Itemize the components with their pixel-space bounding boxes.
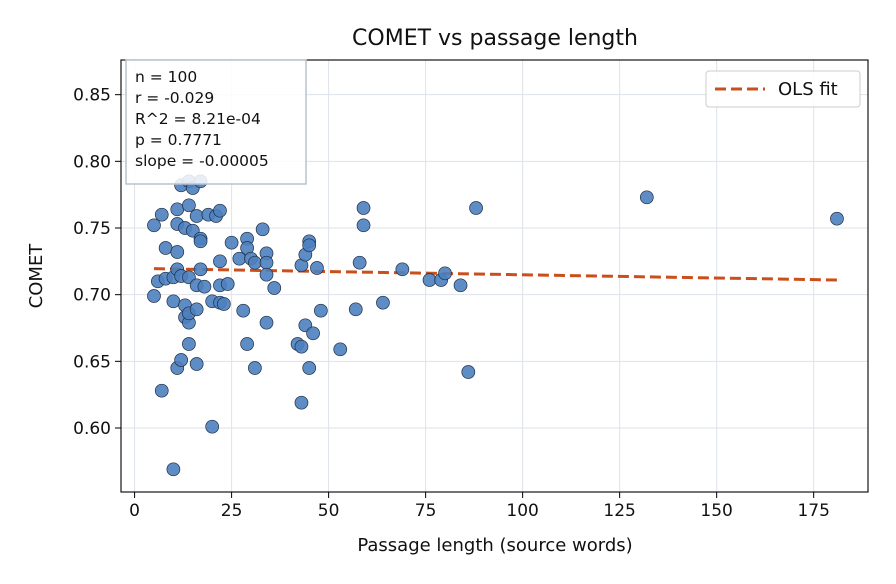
- data-point: [166, 294, 181, 309]
- stats-line: p = 0.7771: [135, 131, 222, 149]
- data-point: [461, 365, 476, 379]
- data-point: [469, 201, 483, 215]
- x-axis-ticks: 0 25 50 75 100 125 150 175: [129, 492, 830, 521]
- ols-fit-line: [153, 267, 837, 282]
- data-point: [248, 255, 262, 270]
- data-point: [193, 262, 208, 277]
- x-tick-label: 100: [506, 501, 538, 521]
- stats-line: n = 100: [135, 68, 197, 86]
- stats-line: r = -0.029: [135, 89, 214, 107]
- data-point: [302, 361, 317, 375]
- data-point: [259, 267, 274, 282]
- legend: OLS fit: [705, 70, 861, 108]
- plot-frame: [120, 59, 869, 493]
- data-point: [174, 353, 188, 367]
- data-point: [830, 211, 844, 226]
- data-point: [267, 281, 282, 295]
- data-point: [310, 261, 324, 275]
- x-tick-label: 125: [603, 501, 635, 521]
- chart-title: COMET vs passage length: [352, 26, 638, 51]
- x-tick-label: 175: [797, 501, 829, 521]
- y-tick-label: 0.65: [73, 352, 111, 372]
- fit-layer: [153, 267, 837, 282]
- x-tick-label: 0: [129, 501, 140, 521]
- data-point: [170, 245, 185, 259]
- data-point: [240, 337, 254, 351]
- x-tick-label: 25: [221, 501, 243, 521]
- data-point: [248, 361, 262, 375]
- data-point: [170, 202, 185, 217]
- data-point: [333, 342, 348, 357]
- legend-frame: [705, 70, 861, 108]
- data-point: [216, 297, 231, 311]
- stats-box: n = 100 r = -0.029 R^2 = 8.21e-04 p = 0.777…: [125, 59, 307, 185]
- data-point: [220, 277, 235, 291]
- data-point: [356, 201, 371, 215]
- data-point: [158, 241, 173, 255]
- data-point: [453, 278, 468, 293]
- x-tick-label: 150: [700, 501, 732, 521]
- data-point: [197, 279, 212, 294]
- data-point: [348, 302, 363, 317]
- data-point: [232, 251, 247, 266]
- points-layer: [147, 174, 844, 477]
- stats-line: R^2 = 8.21e-04: [135, 110, 261, 128]
- y-tick-label: 0.75: [73, 219, 111, 239]
- data-point: [294, 339, 309, 354]
- data-point: [182, 337, 196, 351]
- data-point: [213, 254, 227, 269]
- data-point: [147, 289, 161, 303]
- data-point: [376, 295, 390, 310]
- data-point: [255, 222, 270, 237]
- data-point: [189, 357, 204, 371]
- data-point: [205, 419, 220, 434]
- y-tick-label: 0.80: [73, 152, 111, 172]
- data-point: [147, 218, 161, 233]
- x-axis-label: Passage length (source words): [357, 535, 632, 556]
- data-point: [154, 383, 169, 398]
- data-point: [224, 235, 239, 250]
- data-point: [639, 190, 654, 205]
- data-point: [294, 395, 309, 410]
- y-axis-ticks: 0.60 0.65 0.70 0.75 0.80 0.85: [73, 86, 121, 439]
- data-point: [395, 262, 410, 277]
- data-point: [154, 207, 169, 222]
- x-tick-label: 75: [415, 501, 437, 521]
- data-point: [356, 218, 371, 233]
- data-point: [352, 255, 367, 270]
- data-point: [306, 326, 320, 341]
- data-point: [189, 302, 204, 317]
- y-tick-label: 0.85: [73, 86, 111, 106]
- data-point: [259, 315, 274, 330]
- legend-fit-label: OLS fit: [778, 79, 838, 100]
- data-point: [166, 462, 181, 477]
- stats-box-frame: [125, 59, 307, 185]
- data-point: [213, 203, 227, 218]
- data-point: [259, 255, 274, 270]
- stats-line: slope = -0.00005: [135, 152, 269, 170]
- y-tick-label: 0.60: [73, 419, 111, 439]
- stats-lines: n = 100 r = -0.029 R^2 = 8.21e-04 p = 0.777…: [135, 68, 269, 170]
- data-point: [422, 273, 437, 287]
- x-tick-label: 50: [318, 501, 340, 521]
- data-point: [438, 266, 452, 281]
- data-point: [182, 198, 196, 213]
- y-axis-label: COMET: [26, 243, 47, 309]
- data-point: [193, 234, 208, 249]
- data-point: [189, 209, 204, 223]
- data-point: [236, 303, 251, 318]
- y-tick-label: 0.70: [73, 286, 111, 306]
- data-point: [313, 303, 328, 318]
- data-point: [302, 238, 317, 253]
